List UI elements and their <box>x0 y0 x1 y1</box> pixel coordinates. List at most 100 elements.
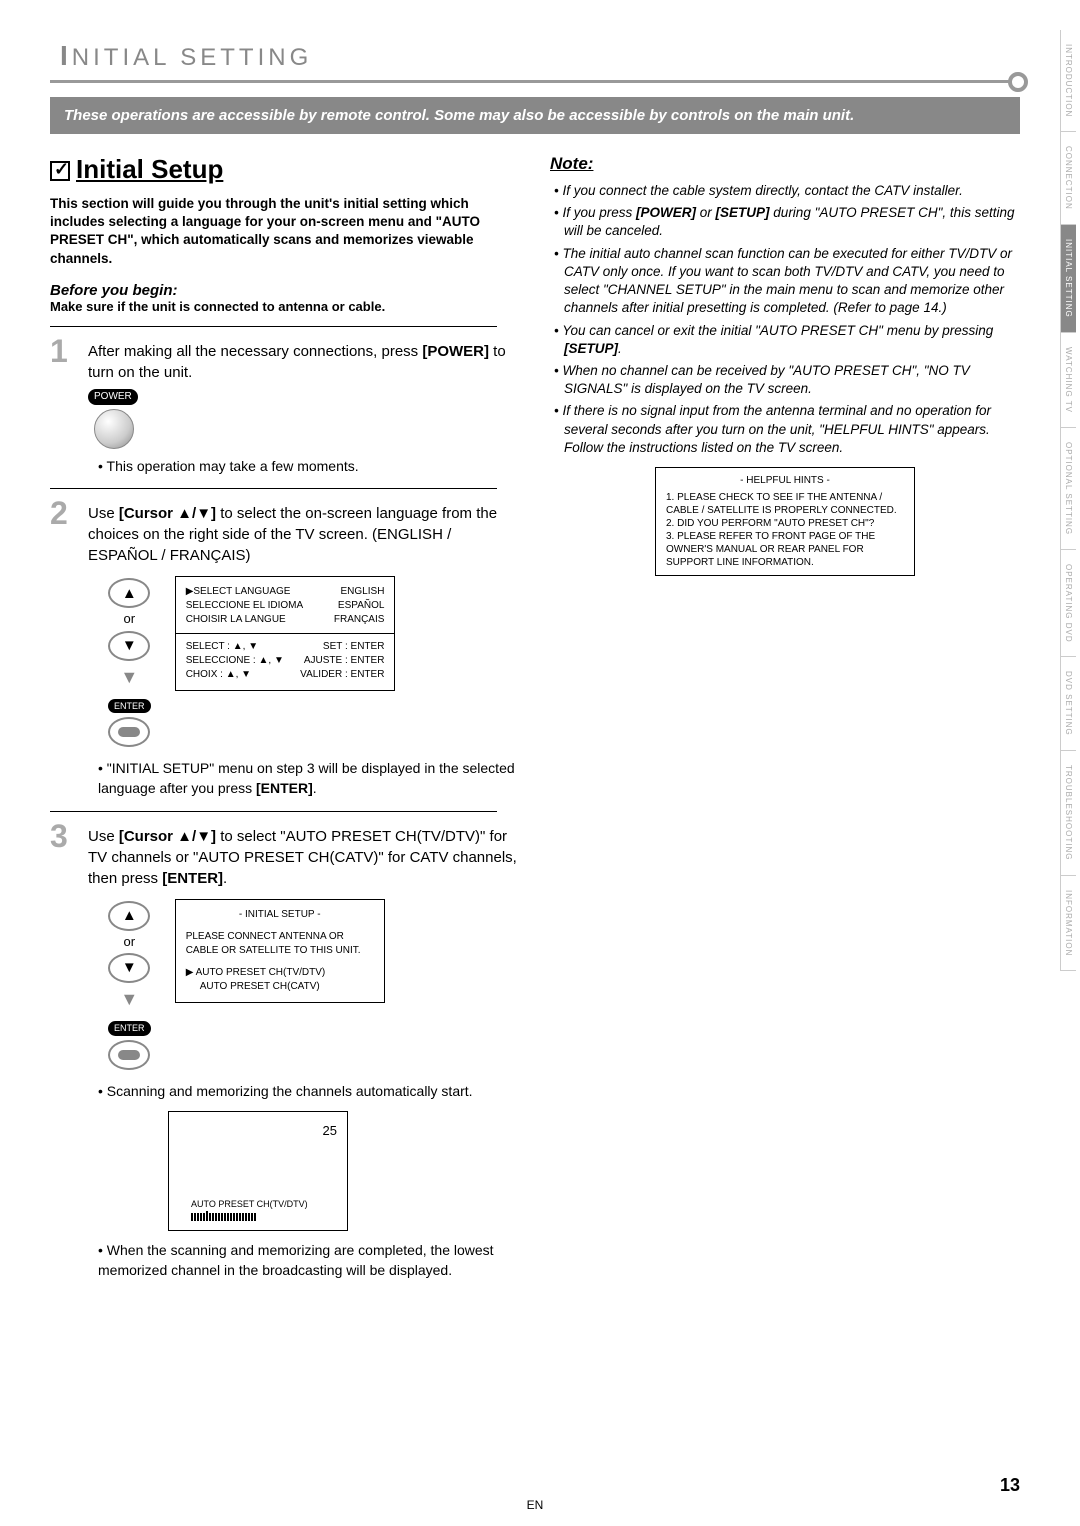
tab-troubleshooting[interactable]: TROUBLESHOOTING <box>1060 751 1076 875</box>
cursor-up-icon: ▲ <box>108 901 150 931</box>
enter-label: ENTER <box>108 1021 151 1036</box>
page-language: EN <box>50 1498 1020 1512</box>
power-label: POWER <box>88 389 138 405</box>
step-number: 2 <box>50 497 78 798</box>
enter-button-icon <box>108 1040 150 1070</box>
t: PLEASE CONNECT ANTENNA OR CABLE OR SATEL… <box>186 930 374 958</box>
note-heading: Note: <box>550 154 1020 174</box>
header-rule <box>50 80 1020 83</box>
tab-operating-dvd[interactable]: OPERATING DVD <box>1060 550 1076 658</box>
right-column: Note: If you connect the cable system di… <box>550 154 1020 1288</box>
tab-watching-tv[interactable]: WATCHING TV <box>1060 333 1076 428</box>
heading-text: Initial Setup <box>76 154 223 184</box>
step-body: Use [Cursor ▲/▼] to select "AUTO PRESET … <box>88 820 520 1281</box>
t: CHOISIR LA LANGUE <box>186 613 286 627</box>
t: [Cursor ▲/▼] <box>119 828 216 845</box>
t: - HELPFUL HINTS - <box>666 474 904 487</box>
t: [SETUP] <box>564 341 618 356</box>
before-text: Make sure if the unit is connected to an… <box>50 299 520 314</box>
note-item: You can cancel or exit the initial "AUTO… <box>550 322 1020 358</box>
t: . <box>223 870 227 887</box>
step-1: 1 After making all the necessary connect… <box>50 335 520 477</box>
t: - INITIAL SETUP - <box>186 908 374 922</box>
t: or <box>696 205 716 220</box>
note-item: When no channel can be received by "AUTO… <box>550 362 1020 398</box>
t: 1. PLEASE CHECK TO SEE IF THE ANTENNA / … <box>666 491 904 517</box>
tab-optional-setting[interactable]: OPTIONAL SETTING <box>1060 428 1076 550</box>
header-circle-icon <box>1008 72 1028 92</box>
remote-and-osd: ▲ or ▼ ▼ ENTER ▶SELECT LANGUAGE ENGLISH S… <box>108 576 520 749</box>
bullet: Scanning and memorizing the channels aut… <box>98 1082 520 1102</box>
t: SELECCIONE EL IDIOMA <box>186 599 303 613</box>
t: SELECCIONE : ▲, ▼ <box>186 654 284 668</box>
t: ESPAÑOL <box>338 599 385 613</box>
scanning-osd: 25 AUTO PRESET CH(TV/DTV) <box>168 1111 348 1231</box>
note-item: If there is no signal input from the ant… <box>550 402 1020 457</box>
intro-text: This section will guide you through the … <box>50 195 520 268</box>
cursor-down-icon: ▼ <box>108 631 150 661</box>
separator <box>50 326 497 327</box>
t: VALIDER : ENTER <box>300 668 384 682</box>
power-button-icon <box>94 409 134 449</box>
t: . <box>313 780 317 796</box>
tab-dvd-setting[interactable]: DVD SETTING <box>1060 657 1076 751</box>
t: ▶SELECT LANGUAGE <box>186 585 291 599</box>
note-item: If you connect the cable system directly… <box>550 182 1020 200</box>
t: ENGLISH <box>341 585 385 599</box>
t: CHOIX : ▲, ▼ <box>186 668 251 682</box>
tab-information[interactable]: INFORMATION <box>1060 876 1076 971</box>
t: 2. DID YOU PERFORM "AUTO PRESET CH"? <box>666 517 904 530</box>
t: [SETUP] <box>716 205 770 220</box>
step-number: 1 <box>50 335 78 477</box>
t: After making all the necessary connectio… <box>88 343 422 360</box>
t: AJUSTE : ENTER <box>304 654 385 668</box>
before-heading: Before you begin: <box>50 282 520 299</box>
t: Use <box>88 505 119 522</box>
cursor-down-icon: ▼ <box>108 953 150 983</box>
t: [POWER] <box>422 343 489 360</box>
t: Use <box>88 828 119 845</box>
enter-button-icon <box>108 717 150 747</box>
step-2: 2 Use [Cursor ▲/▼] to select the on-scre… <box>50 497 520 798</box>
content-columns: Initial Setup This section will guide yo… <box>50 154 1020 1288</box>
checkbox-icon <box>50 161 70 181</box>
step-body: Use [Cursor ▲/▼] to select the on-screen… <box>88 497 520 798</box>
note-item: If you press [POWER] or [SETUP] during "… <box>550 204 1020 240</box>
t: If you press <box>562 205 636 220</box>
initial-setup-heading: Initial Setup <box>50 154 520 185</box>
cursor-up-icon: ▲ <box>108 578 150 608</box>
separator <box>50 488 497 489</box>
left-column: Initial Setup This section will guide yo… <box>50 154 520 1288</box>
bullet: This operation may take a few moments. <box>98 457 520 477</box>
t: You can cancel or exit the initial "AUTO… <box>562 323 993 338</box>
t: 3. PLEASE REFER TO FRONT PAGE OF THE OWN… <box>666 530 904 569</box>
or-text: or <box>108 933 151 951</box>
step-3: 3 Use [Cursor ▲/▼] to select "AUTO PRESE… <box>50 820 520 1281</box>
language-osd: ▶SELECT LANGUAGE ENGLISH SELECCIONE EL ID… <box>175 576 396 691</box>
bullet: When the scanning and memorizing are com… <box>98 1241 520 1280</box>
note-item: The initial auto channel scan function c… <box>550 245 1020 318</box>
bullet: "INITIAL SETUP" menu on step 3 will be d… <box>98 759 520 798</box>
remote-and-osd: ▲ or ▼ ▼ ENTER - INITIAL SETUP - PLEASE … <box>108 899 520 1072</box>
enter-label: ENTER <box>108 699 151 714</box>
arrow-down-icon: ▼ <box>108 665 151 690</box>
separator <box>50 811 497 812</box>
t: [Cursor ▲/▼] <box>119 505 216 522</box>
t: . <box>618 341 622 356</box>
t: ▶ AUTO PRESET CH(TV/DTV) <box>186 966 374 980</box>
title-rest: NITIAL SETTING <box>72 44 312 71</box>
tab-initial-setting[interactable]: INITIAL SETTING <box>1060 225 1076 333</box>
t: [ENTER] <box>162 870 223 887</box>
t: FRANÇAIS <box>334 613 385 627</box>
scan-number: 25 <box>179 1122 337 1140</box>
or-text: or <box>108 610 151 628</box>
title-prefix: I <box>60 40 72 71</box>
arrow-down-icon: ▼ <box>108 987 151 1012</box>
t: [POWER] <box>636 205 696 220</box>
t: [ENTER] <box>256 780 313 796</box>
tab-introduction[interactable]: INTRODUCTION <box>1060 30 1076 132</box>
tab-connection[interactable]: CONNECTION <box>1060 132 1076 225</box>
helpful-hints-osd: - HELPFUL HINTS - 1. PLEASE CHECK TO SEE… <box>655 467 915 576</box>
manual-page: INITIAL SETTING These operations are acc… <box>0 0 1080 1526</box>
banner: These operations are accessible by remot… <box>50 97 1020 134</box>
